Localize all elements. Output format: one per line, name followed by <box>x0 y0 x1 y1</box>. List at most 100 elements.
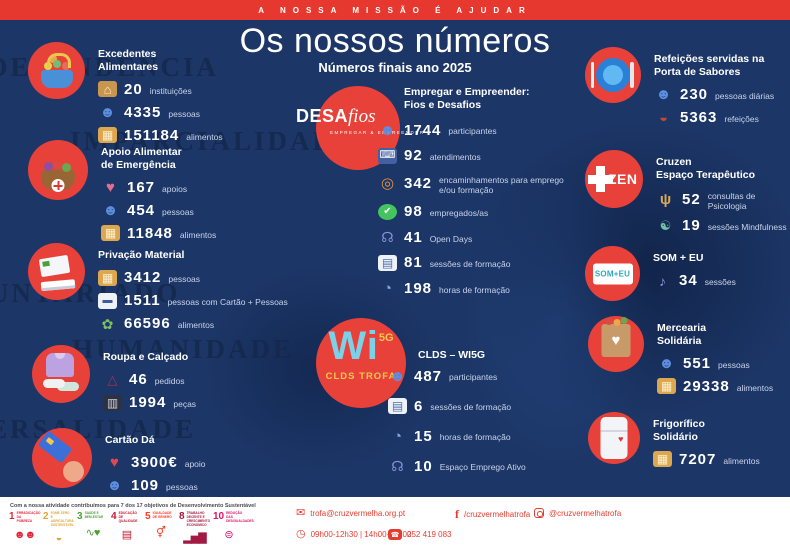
food-box-icon: ▦ <box>653 451 672 468</box>
stat-row: ☻ 1744 participantes <box>378 121 569 139</box>
page-title: Os nossos números <box>239 22 551 60</box>
grocery-bag-icon <box>601 318 631 357</box>
stat-row: ♥ 3900€ apoio <box>105 454 206 472</box>
som-eu-logo-text: SOM+EU <box>594 269 631 278</box>
block-title: Alimentares <box>98 60 159 73</box>
desafios-logo-text: DESA <box>296 106 349 126</box>
som-eu-logo: SOM+EU <box>592 263 633 284</box>
stat-row: ♥ 167 apoios <box>101 178 216 196</box>
training-board-icon: ▤ <box>378 254 397 271</box>
phone-icon: ☎ <box>388 529 402 540</box>
footer-hours: ◷ 09h00-12h30 | 14h00-18h00 <box>296 529 411 540</box>
stat-row: ▦ 3412 pessoas <box>98 269 288 287</box>
stat-label: alimentos <box>177 320 215 330</box>
stat-row: ▦ 11848 alimentos <box>101 224 216 242</box>
building-icon: ⌂ <box>98 81 117 98</box>
footer: Com a nossa atividade contribuímos para … <box>0 497 790 559</box>
block-cruzen: ZEN Cruzen Espaço Terapêutico ψ 52 consu… <box>585 150 790 240</box>
stat-value: 230 <box>680 85 709 103</box>
footer-facebook: f /cruzvermelhatrofa <box>455 508 530 520</box>
fork-icon <box>591 62 594 88</box>
sdg-poverty-icon: ☻☻ <box>13 528 36 541</box>
envelope-icon: ✉ <box>296 507 306 519</box>
stat-label: instituições <box>149 85 192 96</box>
stat-row: ☻ 4335 pessoas <box>98 103 223 121</box>
stat-value: 454 <box>127 201 156 219</box>
sdg-icons-row: 1 ERRADICAÇÃO DA POBREZA ☻☻ 2 FOME ZERO … <box>9 511 254 554</box>
referral-target-icon: ◎ <box>380 175 395 193</box>
basket-icon <box>40 53 73 88</box>
block-empregar-stats: ☻ 1744 participantes ⌨ 92 atendimentos ◎… <box>378 121 569 305</box>
card-icon: ▬ <box>98 292 117 309</box>
stat-value: 3412 <box>124 269 162 287</box>
stat-label: apoio <box>184 459 206 469</box>
stat-label: consultas de Psicologia <box>707 191 756 212</box>
email-text: trofa@cruzvermelha.org.pt <box>310 509 406 518</box>
stat-value: 198 <box>404 279 433 297</box>
stat-row: ▤ 81 sessões de formação <box>378 254 569 272</box>
stat-value: 10 <box>414 457 433 475</box>
stat-label: alimentos <box>723 455 760 466</box>
stat-label: participantes <box>449 372 498 383</box>
sdg-label: EDUCAÇÃO DE QUALIDADE <box>118 511 138 523</box>
block-title: Cartão Dá <box>105 434 155 446</box>
stat-row: ☊ 10 Espaço Emprego Ativo <box>388 457 525 475</box>
stat-value: 6 <box>414 397 424 415</box>
block-privacao-material: Privação Material ▦ 3412 pessoas ▬ 1511 … <box>28 243 288 338</box>
stat-row: ◔ 198 horas de formação <box>378 279 569 297</box>
food-basket-illustration <box>28 42 85 99</box>
block-title: Roupa e Calçado <box>103 351 189 363</box>
sdg-education-icon: ▤ <box>121 528 132 541</box>
stat-value: 66596 <box>124 315 171 333</box>
watermark-text: UNIVERSALIDADE <box>0 414 197 444</box>
stat-label: alimentos <box>736 382 774 393</box>
cruzen-cross-icon <box>588 166 613 192</box>
stat-row: ◔ 15 horas de formação <box>388 427 526 445</box>
people-icon: ☻ <box>102 201 119 219</box>
sdg-health-icon: ∿♥ <box>85 527 101 539</box>
stat-value: 52 <box>682 191 701 209</box>
food-box-icon: ▦ <box>98 269 117 286</box>
people-group-icon: ☻ <box>389 367 406 385</box>
instagram-handle: @cruzvermelhatrofa <box>549 508 622 518</box>
stat-value: 98 <box>404 203 423 221</box>
sdg-gender-icon: ⚥ <box>156 527 166 539</box>
people-group-icon: ☻ <box>379 121 396 139</box>
stat-label: pessoas <box>168 274 201 284</box>
stat-value: 46 <box>129 371 148 389</box>
mission-banner: A NOSSA MISSÃO É AJUDAR <box>0 0 790 20</box>
block-title: Solidário <box>653 430 698 443</box>
sdg-label: TRABALHO DECENTE E CRESCIMENTO ECONÓMICO <box>186 511 211 527</box>
stat-label: sessões de formação <box>429 259 511 270</box>
stat-row: ▦ 7207 alimentos <box>653 450 760 468</box>
red-cross-icon <box>51 179 65 192</box>
stat-value: 1744 <box>404 121 442 139</box>
sdg-label: ERRADICAÇÃO DA POBREZA <box>16 511 41 523</box>
sdg-number: 1 <box>9 511 15 522</box>
sdg-label: FOME ZERO E AGRICULTURA SUSTENTÁVEL <box>50 511 74 527</box>
stat-label: encaminhamentos para emprego e/ou formaç… <box>439 175 564 196</box>
stat-value: 1994 <box>129 394 167 412</box>
stat-row: ☻ 230 pessoas diárias <box>654 85 775 103</box>
stat-label: atendimentos <box>429 151 481 162</box>
emergency-basket-illustration <box>28 140 88 200</box>
block-title: Excedentes <box>98 48 157 60</box>
stat-label: horas de formação <box>439 284 510 295</box>
stat-row: ◒ 5363 refeições <box>654 108 774 126</box>
hanger-icon: △ <box>107 372 118 388</box>
block-title: Apoio Alimentar <box>101 146 182 158</box>
stat-row: ▤ 6 sessões de formação <box>388 397 526 415</box>
footer-email: ✉ trofa@cruzvermelha.org.pt <box>296 508 405 519</box>
stat-value: 167 <box>127 178 156 196</box>
sdg-tile-1: 1 ERRADICAÇÃO DA POBREZA ☻☻ <box>9 511 41 554</box>
sdg-tile-5: 5 IGUALDADE DE GÉNERO ⚥ <box>145 511 176 554</box>
stat-label: pessoas diárias <box>715 90 775 101</box>
som-eu-logo-circle: SOM+EU <box>585 246 640 301</box>
sdg-tile-10: 10 REDUÇÃO DAS DESIGUALDADES ⊜ <box>213 511 254 554</box>
mission-banner-text: A NOSSA MISSÃO É AJUDAR <box>258 5 532 15</box>
phone-text: 252 419 083 <box>407 530 452 539</box>
stat-label: pessoas com Cartão + Pessoas <box>167 297 288 307</box>
headset-icon: ☊ <box>391 458 404 474</box>
block-title: SOM + EU <box>653 252 704 264</box>
watermark-text: HUMANIDADE <box>72 334 294 364</box>
